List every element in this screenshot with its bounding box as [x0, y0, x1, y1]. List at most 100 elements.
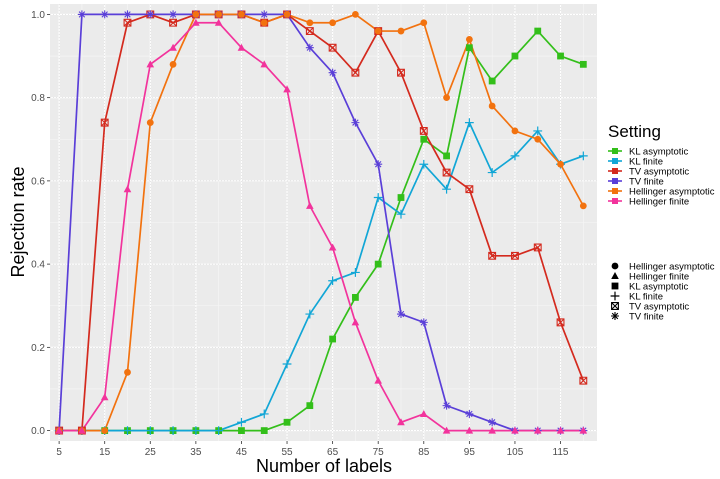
y-tick-label: 0.0 [31, 426, 45, 437]
data-point-tv-asymptotic [100, 118, 109, 127]
data-point-tv-asymptotic [305, 27, 314, 36]
legend-label-hellinger-asymptotic: Hellinger asymptotic [629, 186, 715, 197]
data-point-hellinger-asymptotic [579, 202, 587, 210]
data-point-hellinger-finite [488, 426, 496, 434]
data-point-kl-finite [442, 184, 451, 194]
data-point-tv-finite [305, 43, 314, 52]
data-point-kl-asymptotic [465, 44, 473, 52]
data-point-kl-asymptotic [443, 152, 450, 160]
data-point-tv-asymptotic [533, 243, 542, 252]
data-point-tv-asymptotic [465, 185, 474, 194]
data-point-hellinger-asymptotic [124, 368, 131, 376]
legend-label-tv-finite: TV finite [629, 176, 664, 187]
data-point-tv-finite [260, 10, 269, 19]
legend-key-swatch-kl-finite [612, 158, 618, 164]
data-point-kl-asymptotic [534, 27, 542, 35]
data-point-hellinger-finite [533, 426, 542, 434]
data-point-kl-finite [168, 426, 178, 435]
y-tick-label: 0.4 [31, 260, 45, 271]
data-point-tv-asymptotic [123, 18, 132, 27]
data-point-kl-asymptotic [238, 427, 245, 434]
data-point-tv-asymptotic [511, 251, 519, 260]
data-point-hellinger-finite [100, 393, 109, 401]
color-legend-title: Setting [608, 122, 661, 141]
y-tick-label: 0.2 [31, 343, 45, 354]
x-tick-label: 5 [56, 447, 62, 458]
data-point-hellinger-finite [146, 60, 155, 68]
data-point-kl-finite [419, 159, 429, 169]
data-point-tv-asymptotic [328, 43, 337, 52]
data-point-kl-asymptotic [329, 335, 337, 343]
legend-label-kl-finite: KL finite [629, 156, 663, 167]
data-point-kl-asymptotic [579, 60, 587, 68]
data-point-hellinger-finite [579, 426, 588, 434]
data-point-hellinger-finite [237, 43, 246, 51]
legend-key-swatch-kl-asymptotic [612, 148, 618, 154]
data-point-hellinger-asymptotic [238, 11, 245, 18]
data-point-hellinger-finite [442, 426, 451, 434]
shape-legend-label-tv-asymptotic: TV asymptotic [629, 301, 689, 312]
shape-legend-key-kl-asymptotic [611, 282, 619, 290]
x-tick-label: 95 [464, 447, 476, 458]
data-point-tv-finite [419, 318, 428, 327]
data-point-tv-asymptotic [488, 251, 497, 260]
data-point-hellinger-finite [123, 185, 132, 193]
data-point-kl-finite [145, 426, 155, 435]
legend-key-swatch-hellinger-asymptotic [612, 188, 618, 194]
data-point-tv-asymptotic [556, 318, 565, 327]
x-axis-title: Number of labels [256, 456, 392, 476]
data-point-kl-asymptotic [283, 418, 291, 426]
data-point-hellinger-asymptotic [192, 11, 200, 18]
data-point-kl-finite [533, 126, 543, 136]
data-point-kl-asymptotic [488, 77, 496, 85]
y-axis-title: Rejection rate [8, 166, 28, 277]
data-point-tv-finite [396, 310, 405, 319]
shape-legend-label-tv-finite: TV finite [629, 311, 664, 322]
data-point-hellinger-finite [351, 318, 360, 326]
data-point-kl-finite [123, 426, 132, 435]
data-point-tv-asymptotic [169, 18, 178, 27]
data-point-hellinger-asymptotic [397, 27, 405, 35]
x-tick-label: 65 [327, 447, 339, 458]
shape-legend-key-tv-asymptotic [611, 302, 619, 310]
series-points [54, 10, 588, 435]
data-point-hellinger-finite [511, 426, 519, 434]
data-point-kl-asymptotic [511, 52, 519, 60]
data-point-hellinger-asymptotic [465, 35, 473, 43]
x-tick-label: 45 [236, 447, 248, 458]
data-point-kl-finite [396, 209, 406, 219]
data-point-hellinger-asymptotic [374, 27, 382, 35]
data-point-hellinger-asymptotic [511, 127, 519, 135]
data-point-tv-asymptotic [442, 168, 451, 177]
data-point-hellinger-finite [260, 60, 269, 68]
data-point-hellinger-finite [55, 426, 63, 434]
data-point-hellinger-finite [419, 409, 428, 417]
data-point-hellinger-asymptotic [306, 19, 314, 27]
data-point-hellinger-asymptotic [215, 11, 223, 18]
shape-legend-key-hellinger-asymptotic [611, 262, 619, 270]
data-point-hellinger-finite [556, 426, 565, 434]
legend-key-swatch-hellinger-finite [612, 198, 618, 204]
data-point-tv-asymptotic [579, 376, 588, 385]
data-point-kl-finite [191, 426, 201, 435]
data-point-hellinger-finite [192, 18, 200, 26]
x-tick-label: 35 [190, 447, 202, 458]
x-tick-label: 85 [418, 447, 430, 458]
data-point-hellinger-asymptotic [534, 135, 542, 143]
x-tick-label: 105 [507, 447, 524, 458]
data-point-hellinger-asymptotic [146, 119, 154, 127]
data-point-kl-finite [578, 151, 588, 161]
data-point-kl-finite [487, 168, 497, 177]
x-tick-label: 25 [145, 447, 157, 458]
data-point-kl-finite [259, 409, 269, 419]
data-point-tv-finite [169, 10, 178, 19]
data-point-kl-finite [305, 309, 315, 319]
data-point-tv-finite [465, 409, 474, 418]
data-point-tv-finite [328, 68, 337, 77]
shape-legend-key-tv-finite [611, 312, 619, 320]
legend-label-tv-asymptotic: TV asymptotic [629, 166, 689, 177]
data-point-kl-asymptotic [420, 135, 428, 143]
data-point-tv-asymptotic [351, 68, 360, 77]
